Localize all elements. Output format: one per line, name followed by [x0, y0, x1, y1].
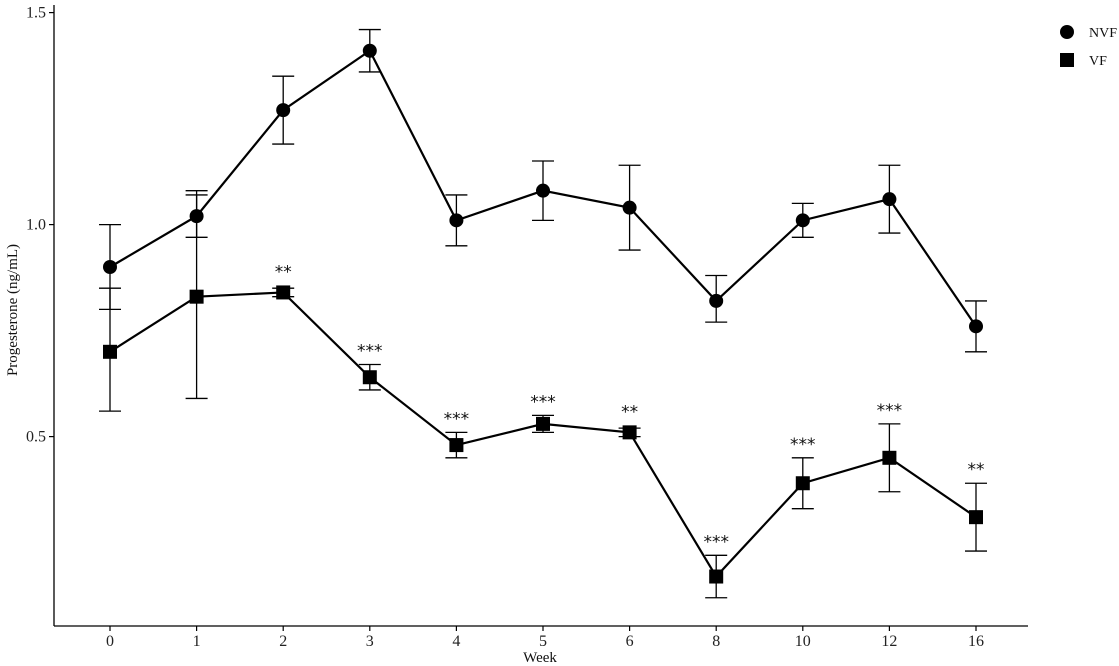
point-vf [622, 425, 637, 440]
point-nvf [795, 213, 810, 228]
significance-label: *** [444, 409, 470, 429]
significance-label: ** [621, 402, 638, 422]
y-tick-label: 0.5 [26, 429, 46, 446]
significance-label: *** [357, 342, 383, 362]
point-nvf [709, 293, 724, 308]
series-line-vf [109, 291, 977, 579]
axes: 0.51.01.50 1 2 3 4 5 6 8 10 12 16 [26, 5, 1028, 650]
x-tick-label: 3 [366, 633, 374, 650]
x-tick-label: 6 [626, 633, 634, 650]
point-nvf [362, 43, 377, 58]
significance-label: ** [275, 262, 292, 282]
x-tick-label: 12 [881, 633, 897, 650]
x-tick-label: 10 [795, 633, 811, 650]
point-nvf [103, 260, 117, 274]
point-vf [969, 510, 983, 525]
point-nvf [969, 319, 983, 334]
point-nvf [882, 192, 897, 207]
x-tick-label: 0 [106, 633, 114, 650]
point-vf [276, 285, 291, 300]
series-vf [99, 194, 987, 599]
point-vf [362, 370, 377, 385]
legend-marker-nvf [1060, 25, 1074, 39]
point-vf [103, 344, 117, 359]
x-tick-label: 5 [539, 633, 547, 650]
point-vf [795, 476, 810, 491]
point-vf [189, 289, 204, 304]
significance-label: *** [530, 392, 556, 412]
series-layer [99, 28, 987, 599]
point-nvf [622, 200, 637, 215]
legend-label-nvf: NVF [1089, 26, 1117, 41]
x-tick-label: 8 [712, 633, 720, 650]
x-axis-title: Week [523, 650, 557, 666]
y-tick-label: 1.5 [26, 5, 46, 22]
y-tick-label: 1.0 [26, 217, 46, 234]
x-tick-label: 16 [968, 633, 984, 650]
x-tick-label: 4 [452, 633, 460, 650]
series-nvf [99, 28, 987, 353]
point-vf [536, 416, 550, 431]
legend-marker-vf [1060, 53, 1074, 67]
x-tick-label: 1 [193, 633, 201, 650]
significance-label: ** [968, 460, 985, 480]
significance-label: *** [703, 532, 729, 552]
legend: NVF VF [1060, 25, 1117, 69]
x-tick-label: 2 [279, 633, 287, 650]
point-vf [449, 438, 464, 453]
point-vf [709, 569, 724, 584]
point-nvf [276, 103, 291, 118]
y-axis-title: Progesterone (ng/mL) [5, 244, 21, 376]
point-vf [882, 450, 897, 465]
legend-label-vf: VF [1089, 54, 1107, 69]
point-nvf [536, 183, 550, 198]
annotation-layer: *********** ************* [275, 262, 985, 552]
point-nvf [449, 213, 464, 228]
significance-label: *** [877, 401, 903, 421]
significance-label: *** [790, 435, 816, 455]
